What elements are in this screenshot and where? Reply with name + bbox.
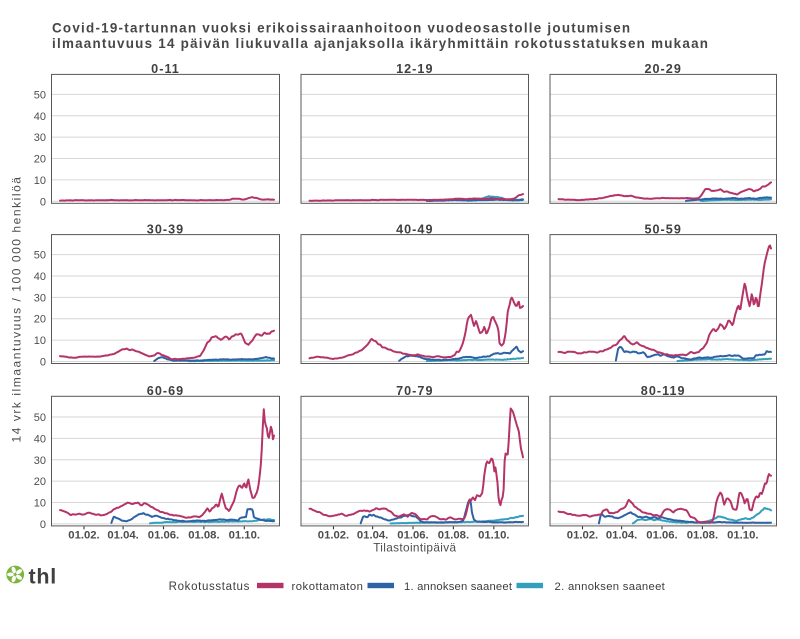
svg-text:60-69: 60-69 (147, 384, 184, 398)
svg-text:01.04.: 01.04. (606, 530, 637, 542)
svg-text:40: 40 (34, 271, 46, 283)
svg-text:01.10.: 01.10. (727, 530, 758, 542)
svg-text:ilmaantuvuus 14 päivän liukuva: ilmaantuvuus 14 päivän liukuvalla ajanja… (52, 36, 709, 51)
svg-text:0-11: 0-11 (151, 62, 180, 76)
svg-text:10: 10 (34, 335, 46, 347)
svg-text:0: 0 (40, 196, 46, 208)
svg-text:01.02.: 01.02. (567, 530, 598, 542)
svg-text:20: 20 (34, 314, 46, 326)
svg-text:14 vrk ilmaantuvuus / 100 000: 14 vrk ilmaantuvuus / 100 000 henkilöä (10, 175, 24, 442)
svg-text:01.08.: 01.08. (438, 530, 469, 542)
svg-text:40: 40 (34, 433, 46, 445)
svg-text:20-29: 20-29 (644, 62, 681, 76)
svg-text:01.06.: 01.06. (148, 530, 179, 542)
svg-text:50-59: 50-59 (644, 222, 681, 236)
svg-text:01.08.: 01.08. (188, 530, 219, 542)
svg-text:01.10.: 01.10. (478, 530, 509, 542)
svg-text:50: 50 (34, 89, 46, 101)
svg-text:01.04.: 01.04. (107, 530, 138, 542)
svg-text:Rokotusstatus: Rokotusstatus (169, 581, 250, 593)
svg-text:2. annoksen saaneet: 2. annoksen saaneet (555, 581, 666, 593)
svg-text:30-39: 30-39 (147, 222, 184, 236)
svg-text:80-119: 80-119 (641, 384, 686, 398)
svg-text:30: 30 (34, 132, 46, 144)
svg-text:01.04.: 01.04. (357, 530, 388, 542)
svg-text:30: 30 (34, 292, 46, 304)
svg-text:30: 30 (34, 455, 46, 467)
svg-text:01.10.: 01.10. (229, 530, 260, 542)
svg-text:Tilastointipäivä: Tilastointipäivä (373, 541, 456, 555)
svg-text:1. annoksen saaneet: 1. annoksen saaneet (404, 581, 513, 593)
svg-text:12-19: 12-19 (396, 62, 433, 76)
svg-text:rokottamaton: rokottamaton (292, 581, 364, 593)
svg-text:01.02.: 01.02. (68, 530, 99, 542)
svg-text:20: 20 (34, 476, 46, 488)
svg-text:10: 10 (34, 175, 46, 187)
svg-text:thl: thl (29, 565, 58, 589)
svg-text:01.06.: 01.06. (646, 530, 677, 542)
svg-text:10: 10 (34, 498, 46, 510)
svg-text:40: 40 (34, 111, 46, 123)
svg-text:70-79: 70-79 (396, 384, 433, 398)
svg-text:01.08.: 01.08. (687, 530, 718, 542)
svg-text:Covid-19-tartunnan vuoksi erik: Covid-19-tartunnan vuoksi erikoissairaan… (52, 20, 631, 35)
svg-text:01.06.: 01.06. (397, 530, 428, 542)
svg-text:0: 0 (40, 357, 46, 369)
svg-text:01.02.: 01.02. (318, 530, 349, 542)
svg-text:50: 50 (34, 412, 46, 424)
svg-text:0: 0 (40, 519, 46, 531)
svg-text:20: 20 (34, 154, 46, 166)
svg-text:40-49: 40-49 (396, 222, 433, 236)
svg-text:50: 50 (34, 250, 46, 262)
